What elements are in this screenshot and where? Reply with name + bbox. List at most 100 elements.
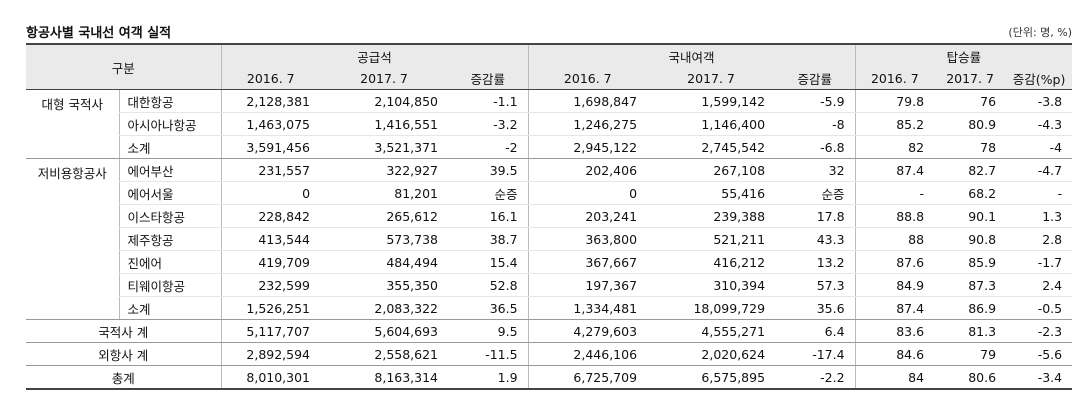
cell: 35.6	[775, 296, 856, 320]
cell: 231,557	[220, 158, 321, 182]
cell: 81,201	[320, 181, 449, 205]
header-row-sub: 2016. 7 2017. 7 증감률 2016. 7 2017. 7 증감률 …	[26, 67, 1073, 90]
cell: -0.5	[1006, 296, 1073, 320]
header-seats-change: 증감률	[448, 67, 529, 90]
airline-name: 진에어	[118, 250, 222, 274]
cell: 267,108	[647, 158, 776, 182]
cell: 416,212	[647, 250, 776, 274]
table-row: 티웨이항공 232,599 355,350 52.8 197,367 310,3…	[26, 273, 1073, 297]
cell: 1,146,400	[647, 112, 776, 136]
cell: 6.4	[775, 319, 856, 343]
cell: 2,558,621	[320, 342, 449, 366]
cell: 363,800	[527, 227, 648, 251]
cell: 1,416,551	[320, 112, 449, 136]
header-row-groups: 구분 공급석 국내여객 탑승률	[26, 43, 1073, 90]
cell: 80.6	[934, 365, 1007, 390]
cell: 6,575,895	[647, 365, 776, 390]
cell: 18,099,729	[647, 296, 776, 320]
airline-name: 에어부산	[118, 158, 222, 182]
cell: -17.4	[775, 342, 856, 366]
cell: 39.5	[448, 158, 529, 182]
cell: 84.9	[854, 273, 935, 297]
header-group-seats: 공급석	[220, 43, 529, 67]
cell: 90.1	[934, 204, 1007, 228]
cell: 순증	[448, 181, 529, 205]
header-pax-2017: 2017. 7	[647, 67, 776, 90]
cell: 484,494	[320, 250, 449, 274]
airline-name: 소계	[118, 296, 222, 320]
header-category: 구분	[26, 43, 222, 90]
cell: 4,555,271	[647, 319, 776, 343]
cell: 0	[527, 181, 648, 205]
group-label-major: 대형 국적사	[26, 89, 119, 159]
total-row: 외항사 계 2,892,594 2,558,621 -11.5 2,446,10…	[26, 342, 1073, 366]
cell: 87.4	[854, 158, 935, 182]
cell: -11.5	[448, 342, 529, 366]
header-lf-2017: 2017. 7	[934, 67, 1007, 90]
cell: 68.2	[934, 181, 1007, 205]
cell: 85.9	[934, 250, 1007, 274]
cell: 87.4	[854, 296, 935, 320]
cell: 55,416	[647, 181, 776, 205]
table-row: 소계 1,526,251 2,083,322 36.5 1,334,481 18…	[26, 296, 1073, 320]
cell: 2,446,106	[527, 342, 648, 366]
cell: 79	[934, 342, 1007, 366]
table-row: 대형 국적사 대한항공 2,128,381 2,104,850 -1.1 1,6…	[26, 89, 1073, 159]
cell: 228,842	[220, 204, 321, 228]
cell: 1,599,142	[647, 89, 776, 113]
cell: -4	[1006, 135, 1073, 159]
cell: 88	[854, 227, 935, 251]
cell: 573,738	[320, 227, 449, 251]
header-seats-2016: 2016. 7	[220, 67, 321, 90]
total-row: 총계 8,010,301 8,163,314 1.9 6,725,709 6,5…	[26, 365, 1073, 390]
cell: 6,725,709	[527, 365, 648, 390]
total-label: 국적사 계	[26, 319, 222, 343]
cell: 82	[854, 135, 935, 159]
cell: 239,388	[647, 204, 776, 228]
cell: 5,117,707	[220, 319, 321, 343]
unit-note: (단위: 명, %)	[1008, 26, 1072, 39]
header-group-load-factor: 탑승률	[854, 43, 1073, 67]
cell: 1,526,251	[220, 296, 321, 320]
cell: -3.8	[1006, 89, 1073, 113]
cell: 순증	[775, 181, 856, 205]
airline-name: 소계	[118, 135, 222, 159]
cell: 2,128,381	[220, 89, 321, 113]
cell: 0	[220, 181, 321, 205]
cell: 521,211	[647, 227, 776, 251]
table-row: 제주항공 413,544 573,738 38.7 363,800 521,21…	[26, 227, 1073, 251]
cell: -	[1006, 181, 1073, 205]
cell: -2	[448, 135, 529, 159]
cell: 4,279,603	[527, 319, 648, 343]
cell: 1,463,075	[220, 112, 321, 136]
cell: 3,591,456	[220, 135, 321, 159]
cell: -1.1	[448, 89, 529, 113]
cell: 78	[934, 135, 1007, 159]
cell: 85.2	[854, 112, 935, 136]
cell: 83.6	[854, 319, 935, 343]
cell: 310,394	[647, 273, 776, 297]
cell: 76	[934, 89, 1007, 113]
cell: 265,612	[320, 204, 449, 228]
table-row: 아시아나항공 1,463,075 1,416,551 -3.2 1,246,27…	[26, 112, 1073, 136]
cell: 1.9	[448, 365, 529, 390]
cell: 2,892,594	[220, 342, 321, 366]
cell: 1,334,481	[527, 296, 648, 320]
cell: 9.5	[448, 319, 529, 343]
cell: -8	[775, 112, 856, 136]
cell: 2,083,322	[320, 296, 449, 320]
group-label-lcc: 저비용항공사	[26, 158, 119, 320]
table-row: 저비용항공사 에어부산 231,557 322,927 39.5 202,406…	[26, 158, 1073, 320]
cell: 1,698,847	[527, 89, 648, 113]
cell: -3.2	[448, 112, 529, 136]
total-label: 총계	[26, 365, 222, 390]
cell: 2.8	[1006, 227, 1073, 251]
airline-name: 이스타항공	[118, 204, 222, 228]
cell: 87.6	[854, 250, 935, 274]
table-header: 구분 공급석 국내여객 탑승률 2016. 7 2017. 7 증감률 2016…	[26, 43, 1073, 90]
header-seats-2017: 2017. 7	[320, 67, 449, 90]
cell: 16.1	[448, 204, 529, 228]
cell: 3,521,371	[320, 135, 449, 159]
airline-name: 제주항공	[118, 227, 222, 251]
header-lf-2016: 2016. 7	[854, 67, 935, 90]
